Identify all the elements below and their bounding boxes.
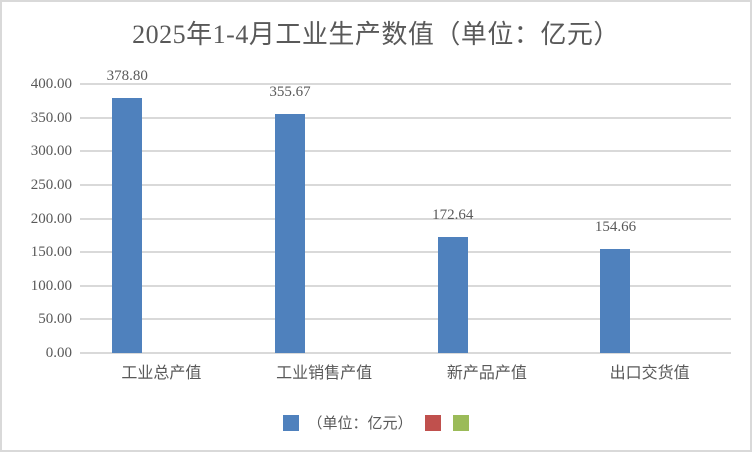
y-axis-tick-label: 100.00 xyxy=(30,277,72,294)
y-axis-tick-label: 350.00 xyxy=(30,109,72,126)
data-label: 355.67 xyxy=(269,83,311,100)
y-axis-tick-label: 150.00 xyxy=(30,244,72,261)
gridline xyxy=(80,150,731,153)
legend-item xyxy=(424,414,441,431)
data-label: 154.66 xyxy=(594,218,637,235)
gridline xyxy=(80,284,731,287)
category-label: 出口交货值 xyxy=(609,365,690,382)
y-axis-tick-label: 250.00 xyxy=(30,176,72,193)
legend-item: （单位：亿元） xyxy=(283,412,413,433)
gridline xyxy=(80,83,731,85)
legend-swatch xyxy=(424,414,441,431)
bar xyxy=(274,113,305,353)
legend-label: （单位：亿元） xyxy=(307,416,413,432)
y-axis-tick-label: 50.00 xyxy=(38,311,72,328)
y-axis-tick-label: 400.00 xyxy=(30,76,72,92)
legend-swatch xyxy=(283,414,300,431)
gridline xyxy=(80,183,731,186)
chart-title: 2025年1-4月工业生产数值（单位：亿元） xyxy=(132,20,620,49)
category-label: 新产品产值 xyxy=(446,365,527,382)
data-label: 378.80 xyxy=(106,68,148,85)
category-label: 工业总产值 xyxy=(121,365,202,382)
legend: （单位：亿元） xyxy=(2,412,750,433)
category-label: 工业销售产值 xyxy=(276,365,373,382)
bar xyxy=(600,248,631,353)
y-axis-tick-label: 300.00 xyxy=(30,143,72,160)
data-label: 172.64 xyxy=(432,206,474,223)
gridline xyxy=(80,318,731,321)
bar xyxy=(112,98,143,353)
legend-swatch xyxy=(452,414,469,431)
legend-item xyxy=(452,414,469,431)
gridline xyxy=(80,251,731,254)
gridline xyxy=(80,116,731,119)
x-axis-line xyxy=(80,352,731,354)
gridline xyxy=(80,217,731,220)
bar xyxy=(437,236,468,353)
y-axis-tick-label: 0.00 xyxy=(45,345,72,361)
y-axis-tick-label: 200.00 xyxy=(30,210,72,227)
